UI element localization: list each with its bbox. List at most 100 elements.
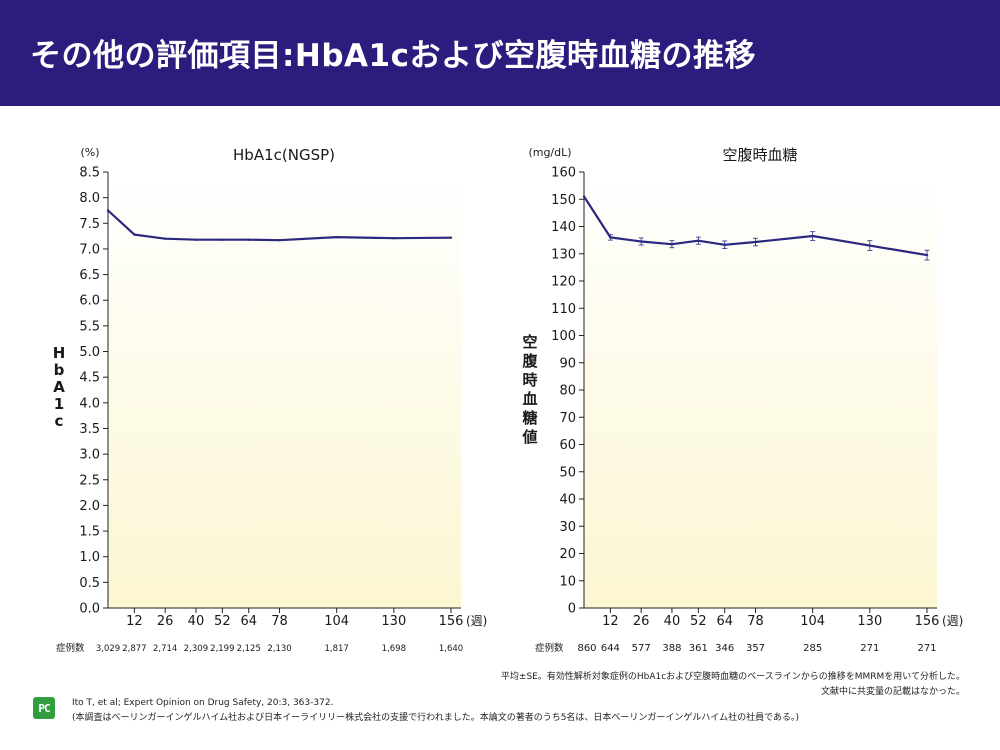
y-tick-label: 40 <box>559 493 576 508</box>
data-point <box>392 236 396 240</box>
fpg-series <box>582 195 930 261</box>
y-tick-label: 120 <box>551 275 576 290</box>
hba1c-cases-row: 3,029 2,877 2,714 2,309 2,199 2,125 2,130 1,817… <box>96 644 463 654</box>
y-tick-label: 3.0 <box>79 448 100 463</box>
x-tick-label: 52 <box>690 614 707 629</box>
y-axis-label-char: 値 <box>521 428 537 446</box>
x-tick-label: 52 <box>214 614 231 629</box>
case-count: 388 <box>662 643 681 654</box>
data-point <box>697 239 700 242</box>
y-axis-label-char: A <box>53 378 65 396</box>
fpg-y-axis-label: 空腹時血糖値 <box>521 333 538 446</box>
case-count: 361 <box>689 643 708 654</box>
hba1c-unit-label: (%) <box>80 146 99 159</box>
fpg-cases-label: 症例数 <box>535 642 564 654</box>
x-tick-label: 130 <box>381 614 406 629</box>
data-point <box>106 209 110 212</box>
y-axis-label-char: 糖 <box>522 409 537 427</box>
case-count: 285 <box>803 643 822 654</box>
y-tick-label: 50 <box>559 465 576 480</box>
y-tick-label: 60 <box>559 438 576 453</box>
y-tick-label: 150 <box>551 193 576 208</box>
data-point <box>247 238 250 241</box>
reference-citation: Ito T, et al; Expert Opinion on Drug Saf… <box>72 698 334 708</box>
y-tick-label: 130 <box>551 247 576 262</box>
y-tick-label: 0.5 <box>79 576 100 591</box>
data-point <box>449 236 453 239</box>
x-tick-label: 40 <box>664 614 681 629</box>
y-tick-label: 7.5 <box>79 217 100 232</box>
x-tick-label: 104 <box>324 614 349 629</box>
data-point <box>723 243 726 246</box>
y-tick-label: 160 <box>551 166 576 181</box>
y-axis-label-char: 空 <box>522 333 537 351</box>
data-point <box>925 253 929 257</box>
x-tick-label: 12 <box>602 614 619 629</box>
data-point <box>670 243 674 246</box>
funding-disclosure: (本調査はベーリンガーインゲルハイム社および日本イーライリリー株式会社の支援で行… <box>72 713 799 723</box>
y-tick-label: 4.5 <box>79 371 100 386</box>
x-tick-label: 26 <box>633 614 650 629</box>
y-tick-label: 0 <box>568 602 576 617</box>
y-tick-label: 6.0 <box>79 294 100 309</box>
hba1c-cases-label: 症例数 <box>56 642 85 654</box>
case-count: 346 <box>715 643 734 654</box>
y-axis-label-char: 腹 <box>522 352 538 370</box>
x-tick-label: 78 <box>271 614 288 629</box>
case-count: 2,125 <box>237 644 261 654</box>
y-tick-label: 5.0 <box>79 345 100 360</box>
y-tick-label: 30 <box>559 520 576 535</box>
case-count: 2,130 <box>267 644 291 654</box>
data-point <box>582 195 586 198</box>
case-count: 1,698 <box>382 644 406 654</box>
hba1c-x-axis: 12 26 40 52 64 78 104 130 156 <box>108 607 464 629</box>
fpg-unit-label: (mg/dL) <box>528 146 571 159</box>
footnotes: 平均±SE。有効性解析対象症例のHbA1cおよび空腹時血糖のベースラインからの推… <box>501 670 965 700</box>
fpg-cases-row: 860 644 577 388 361 346 357 285 271 271 <box>577 643 936 654</box>
case-count: 2,309 <box>184 644 208 654</box>
y-tick-label: 10 <box>559 574 576 589</box>
case-count: 577 <box>632 643 651 654</box>
data-point <box>194 238 198 241</box>
case-count: 644 <box>601 643 620 654</box>
hba1c-chart: 0.0 0.5 1.0 1.5 2.0 2.5 3.0 3.5 4.0 4.5 5.0 5.5 6.0 6… <box>53 146 488 654</box>
data-point <box>163 237 167 240</box>
y-tick-label: 1.5 <box>79 525 100 540</box>
data-point <box>221 238 224 241</box>
x-tick-label: 78 <box>747 614 764 629</box>
x-tick-label: 156 <box>439 614 464 629</box>
case-count: 2,714 <box>153 644 177 654</box>
x-tick-label: 156 <box>915 614 940 629</box>
series-line <box>107 209 452 242</box>
case-count: 2,877 <box>122 644 146 654</box>
y-tick-label: 7.0 <box>79 242 100 257</box>
case-count: 1,817 <box>324 644 348 654</box>
y-axis-label-char: c <box>55 412 64 430</box>
y-tick-label: 3.5 <box>79 422 100 437</box>
case-count: 2,199 <box>210 644 234 654</box>
fpg-y-axis: 0 10 20 30 40 50 60 70 80 90 100 110 120 130 140 150 160 <box>551 166 585 617</box>
hba1c-y-axis: 0.0 0.5 1.0 1.5 2.0 2.5 3.0 3.5 4.0 4.5 5.0 5.5 6.0 6… <box>79 166 109 617</box>
y-tick-label: 5.5 <box>79 319 100 334</box>
fpg-x-unit-label: (週) <box>942 614 963 628</box>
y-tick-label: 90 <box>559 356 576 371</box>
data-point <box>754 240 757 244</box>
x-tick-label: 104 <box>800 614 825 629</box>
x-tick-label: 130 <box>857 614 882 629</box>
fpg-chart-title: 空腹時血糖 <box>722 146 797 164</box>
y-tick-label: 8.0 <box>79 191 100 206</box>
data-point <box>609 236 612 239</box>
x-tick-label: 26 <box>157 614 174 629</box>
y-tick-label: 110 <box>551 302 576 317</box>
x-tick-label: 40 <box>188 614 205 629</box>
case-count: 271 <box>860 643 879 654</box>
y-tick-label: 140 <box>551 220 576 235</box>
hba1c-plot-background <box>108 172 461 608</box>
data-point <box>278 239 281 242</box>
fpg-chart: 0 10 20 30 40 50 60 70 80 90 100 110 120 130 140 150 160… <box>521 146 963 654</box>
series-line <box>583 195 928 257</box>
title-bar: その他の評価項目:HbA1cおよび空腹時血糖の推移 <box>0 0 1000 106</box>
x-tick-label: 12 <box>126 614 143 629</box>
